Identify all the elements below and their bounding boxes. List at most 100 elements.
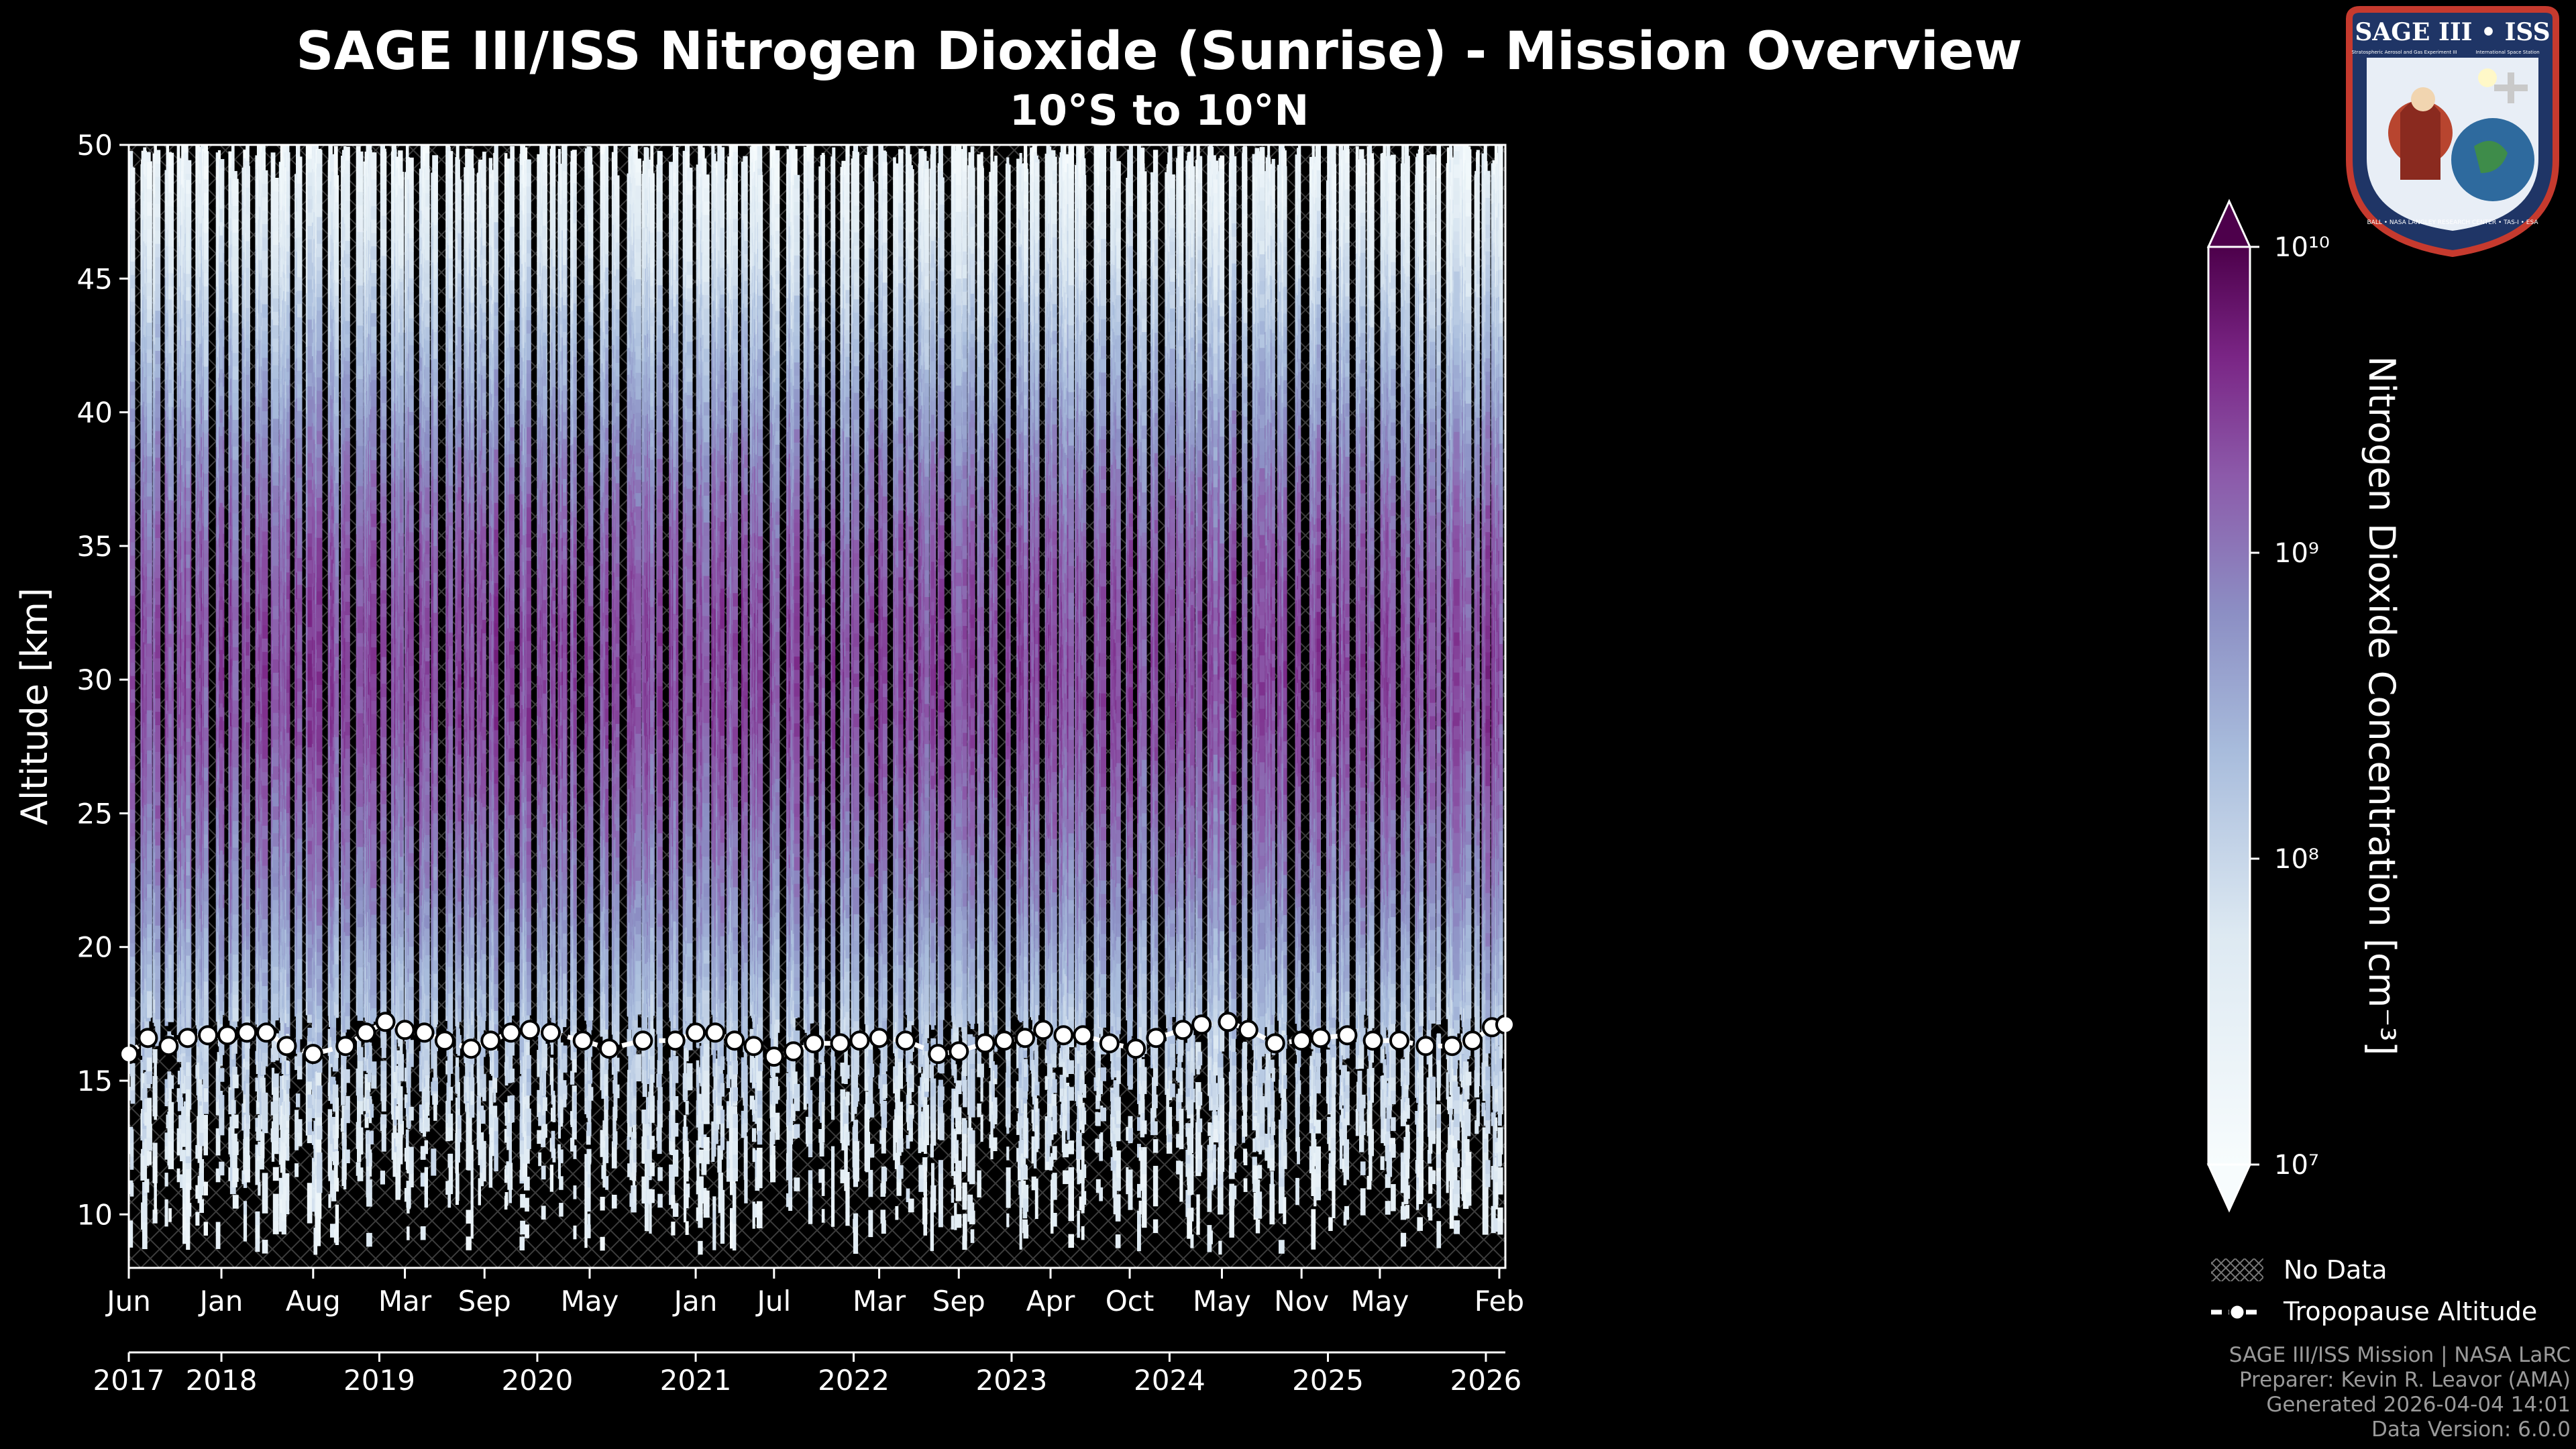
heatmap-cell	[186, 902, 190, 916]
heatmap-cell	[147, 282, 152, 297]
heatmap-cell	[186, 514, 190, 528]
heatmap-cell	[155, 525, 160, 539]
heatmap-cell	[147, 924, 152, 938]
heatmap-cell	[154, 1066, 157, 1080]
heatmap-cell	[186, 635, 190, 649]
heatmap-cell	[186, 688, 190, 702]
heatmap-cell	[186, 568, 190, 582]
heatmap-cell	[147, 496, 152, 511]
heatmap-cell	[186, 782, 190, 796]
heatmap-cell	[168, 419, 172, 433]
heatmap-cell	[155, 952, 160, 966]
heatmap-cell	[168, 1142, 172, 1156]
heatmap-cell	[131, 890, 136, 904]
heatmap-cell	[131, 716, 136, 730]
heatmap-cell	[147, 443, 152, 457]
heatmap-cell	[131, 529, 136, 543]
heatmap-cell	[168, 206, 172, 220]
heatmap-cell	[155, 270, 160, 284]
heatmap-cell	[131, 1090, 136, 1104]
heatmap-cell	[147, 937, 152, 951]
heatmap-cell	[131, 1023, 136, 1037]
heatmap-cell	[155, 244, 160, 258]
heatmap-cell	[168, 967, 172, 981]
heatmap-cell	[168, 393, 172, 407]
heatmap-cell	[168, 820, 172, 835]
heatmap-cell	[131, 783, 136, 797]
heatmap-cell	[131, 168, 136, 181]
heatmap-cell	[168, 660, 172, 674]
heatmap-cell	[168, 219, 172, 233]
heatmap-cell	[186, 888, 190, 902]
heatmap-cell	[186, 160, 192, 174]
heatmap-cell	[131, 395, 136, 409]
heatmap-cell	[186, 875, 190, 890]
heatmap-cell	[186, 1075, 190, 1089]
heatmap-cell	[168, 741, 172, 755]
heatmap-cell	[147, 910, 152, 924]
heatmap-cell	[155, 645, 160, 659]
heatmap-cell	[168, 807, 172, 821]
heatmap-cell	[186, 942, 190, 956]
heatmap-cell	[168, 687, 172, 701]
heatmap-cell	[131, 796, 136, 810]
heatmap-cell	[155, 377, 160, 391]
heatmap-cell	[155, 578, 160, 592]
heatmap-cell	[154, 1160, 157, 1174]
heatmap-cell	[146, 1124, 152, 1138]
heatmap-cell	[168, 767, 172, 782]
heatmap-cell	[186, 1236, 190, 1250]
heatmap-cell	[155, 698, 160, 712]
heatmap-column-14	[155, 150, 160, 1046]
heatmap-cell	[155, 872, 160, 886]
heatmap-cell	[168, 861, 172, 875]
heatmap-cell	[186, 501, 190, 515]
heatmap-cell	[131, 1063, 136, 1077]
heatmap-cell	[155, 845, 160, 859]
heatmap-cell	[168, 500, 172, 514]
heatmap-cell	[155, 190, 160, 204]
heatmap-cell	[142, 1195, 148, 1210]
heatmap-cell	[142, 1222, 148, 1236]
heatmap-cell	[147, 684, 152, 698]
heatmap-cell	[168, 700, 172, 714]
heatmap-cell	[131, 702, 136, 716]
heatmap-cell	[155, 350, 160, 364]
heatmap-cell	[147, 670, 152, 684]
heatmap-cell	[168, 633, 172, 647]
heatmap-cell	[131, 569, 136, 583]
heatmap-cell	[131, 970, 136, 984]
heatmap-cell	[144, 1179, 149, 1193]
heatmap-cell	[147, 523, 152, 537]
heatmap-cell	[186, 675, 190, 689]
heatmap-cell	[147, 1097, 152, 1112]
heatmap-cell	[147, 750, 152, 764]
heatmap-cell	[155, 311, 160, 325]
heatmap-cell	[147, 630, 152, 644]
heatmap-cell	[147, 830, 152, 845]
heatmap-cell	[186, 1116, 190, 1130]
heatmap-cell	[155, 498, 160, 512]
heatmap-cell	[147, 162, 152, 176]
heatmap-cell	[168, 553, 172, 568]
heatmap-cell	[131, 809, 136, 823]
heatmap-cell	[186, 527, 190, 541]
heatmap-cell	[168, 674, 172, 688]
heatmap-cell	[155, 297, 160, 311]
heatmap-cell	[147, 269, 152, 283]
heatmap-cell	[168, 152, 172, 166]
heatmap-cell	[168, 286, 172, 300]
heatmap-cell	[168, 299, 172, 313]
heatmap-cell	[168, 433, 172, 447]
heatmap-cell	[147, 470, 152, 484]
heatmap-cell	[147, 229, 152, 243]
heatmap-cell	[147, 817, 152, 831]
heatmap-cell	[186, 608, 190, 622]
heatmap-cell	[155, 150, 160, 164]
heatmap-cell	[147, 483, 152, 497]
heatmap-cell	[131, 622, 136, 636]
heatmap-cell	[147, 844, 152, 858]
heatmap-cell	[168, 955, 172, 969]
heatmap-cell	[186, 755, 190, 769]
heatmap-cell	[131, 609, 136, 623]
